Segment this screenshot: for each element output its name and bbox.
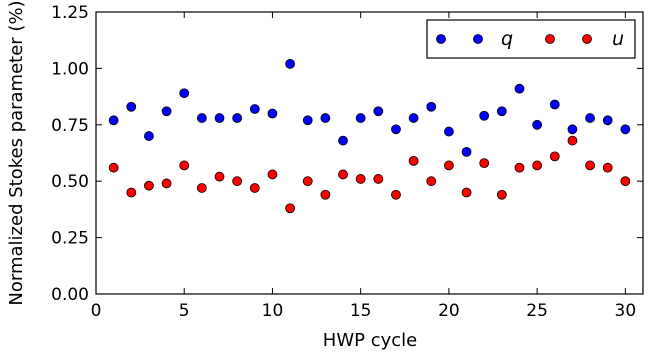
data-point-q [285, 58, 295, 69]
data-point-q [391, 124, 401, 135]
data-point-u [320, 189, 331, 200]
data-point-q [514, 83, 525, 94]
x-tick-label: 25 [526, 301, 548, 321]
data-point-u [373, 174, 384, 184]
y-tick-label: 0.50 [51, 172, 89, 192]
data-point-u [479, 158, 490, 169]
legend-marker-u [545, 34, 555, 44]
y-tick-label: 0.25 [51, 229, 89, 249]
data-point-q [426, 101, 437, 112]
data-point-u [461, 187, 472, 198]
data-point-q [338, 135, 348, 146]
y-tick-label: 0.00 [51, 285, 89, 305]
data-points [108, 58, 631, 214]
y-tick-label: 1.25 [51, 3, 89, 23]
data-point-q [214, 113, 225, 123]
data-point-u [196, 183, 207, 193]
data-point-q [549, 99, 560, 110]
data-point-q [108, 115, 119, 126]
axis-ticks: 0 5 10 15 20 25 30 0.00 0.25 0.50 0.75 1.00 1.25 [51, 3, 643, 321]
data-point-u [585, 160, 595, 171]
data-point-u [532, 160, 543, 171]
x-tick-label: 20 [438, 301, 460, 321]
data-point-u [161, 178, 172, 189]
data-point-q [408, 113, 419, 123]
data-point-u [232, 176, 243, 187]
data-point-q [320, 113, 331, 123]
legend-marker-q [436, 34, 446, 44]
data-point-u [391, 189, 401, 200]
data-point-q [444, 126, 454, 137]
data-point-q [496, 106, 507, 117]
data-point-u [426, 176, 437, 187]
legend-marker-q [473, 34, 483, 44]
x-axis-label: HWP cycle [323, 330, 417, 351]
data-point-u [408, 155, 419, 166]
data-point-u [214, 171, 225, 182]
data-point-u [144, 180, 154, 191]
data-point-u [249, 183, 260, 193]
data-point-q [302, 115, 313, 126]
legend-label-q: q [501, 28, 513, 50]
data-point-q [179, 88, 190, 99]
data-point-u [549, 151, 560, 162]
data-point-u [496, 189, 507, 200]
legend-frame [426, 19, 636, 59]
data-point-u [126, 187, 137, 198]
data-point-q [144, 131, 154, 141]
data-point-q [479, 110, 490, 121]
data-point-q [532, 119, 543, 130]
legend-marker-u [582, 34, 592, 44]
data-point-u [444, 160, 454, 171]
data-point-u [302, 176, 313, 187]
legend-label-u: u [612, 28, 624, 50]
data-point-u [338, 169, 348, 180]
x-tick-label: 0 [91, 301, 102, 321]
x-tick-label: 30 [615, 301, 637, 321]
data-point-u [267, 169, 278, 180]
data-point-q [567, 124, 578, 135]
x-tick-label: 15 [350, 301, 372, 321]
data-point-q [196, 113, 207, 123]
data-point-q [267, 108, 278, 119]
data-point-q [373, 106, 384, 117]
data-point-q [355, 113, 366, 123]
legend: q u [426, 19, 636, 59]
x-tick-label: 10 [262, 301, 284, 321]
data-point-u [620, 176, 631, 187]
data-point-u [602, 162, 613, 173]
y-axis-label: Normalized Stokes parameter (%) [6, 0, 27, 305]
data-point-u [108, 162, 119, 173]
data-point-q [126, 101, 137, 112]
data-point-q [249, 104, 260, 114]
data-point-u [355, 174, 366, 184]
data-point-q [161, 106, 172, 117]
data-point-q [620, 124, 631, 135]
data-point-u [567, 135, 578, 146]
data-point-q [585, 113, 595, 123]
y-tick-label: 0.75 [51, 116, 89, 136]
data-point-u [179, 160, 190, 171]
y-tick-label: 1.00 [51, 59, 89, 79]
data-point-q [461, 146, 472, 157]
x-tick-label: 5 [179, 301, 190, 321]
data-point-u [285, 203, 295, 214]
data-point-q [602, 115, 613, 126]
data-point-q [232, 113, 243, 123]
data-point-u [514, 162, 525, 173]
